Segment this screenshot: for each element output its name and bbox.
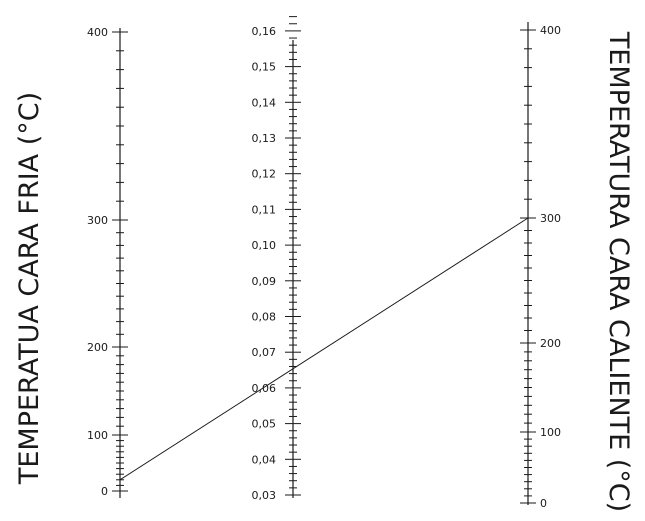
middle-axis-label: 0,16: [252, 25, 277, 38]
right-axis-label: 400: [540, 24, 561, 37]
middle-axis-label: 0,09: [252, 275, 277, 288]
middle-axis-label: 0,14: [252, 96, 277, 109]
middle-axis-label: 0,05: [252, 418, 277, 431]
middle-axis-ticks: [285, 16, 301, 496]
middle-axis-label: 0,04: [252, 453, 277, 466]
right-axis-label: 100: [540, 426, 561, 439]
middle-axis-label: 0,13: [252, 132, 277, 145]
middle-axis-label: 0,11: [252, 203, 277, 216]
right-axis-ticks: [520, 29, 536, 504]
middle-axis-label: 0,15: [252, 61, 277, 74]
middle-axis-label: 0,08: [252, 311, 277, 324]
left-axis-labels: 0 100 200 300 400: [87, 26, 108, 498]
right-axis-label: 300: [540, 212, 561, 225]
left-axis-label: 0: [101, 485, 108, 498]
left-axis-title: TEMPERATUA CARA FRIA (°C): [14, 92, 45, 485]
middle-axis-label: 0,10: [252, 239, 277, 252]
left-axis-label: 200: [87, 341, 108, 354]
isopleth-line: [119, 217, 529, 481]
left-axis-label: 300: [87, 214, 108, 227]
left-axis-label: 400: [87, 26, 108, 39]
right-axis-title: TEMPERATURA CARA CALIENTE (°C): [603, 31, 634, 512]
right-axis-labels: 0 100 200 300 400: [540, 24, 561, 510]
middle-axis-label: 0,07: [252, 346, 277, 359]
middle-axis-label: 0,03: [252, 489, 277, 502]
right-axis-label: 0: [540, 497, 547, 510]
left-axis-ticks: [112, 31, 128, 492]
right-axis-label: 200: [540, 337, 561, 350]
middle-axis-label: 0,12: [252, 168, 277, 181]
middle-axis-labels: 0,030,040,050,060,070,080,090,100,110,12…: [252, 25, 277, 502]
left-axis-label: 100: [87, 429, 108, 442]
